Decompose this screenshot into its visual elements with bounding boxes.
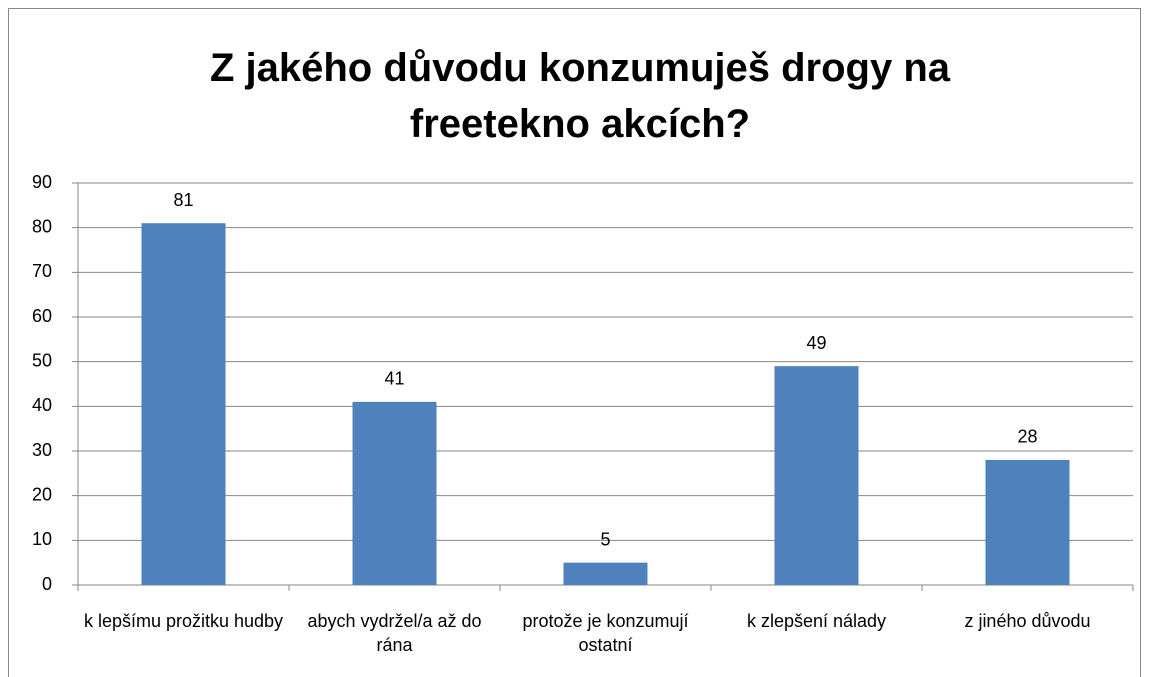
bar [563,562,648,585]
x-tick-label: k zlepšení nálady [746,611,887,631]
value-label: 28 [1017,427,1037,447]
value-label: 49 [806,333,826,353]
value-label: 81 [173,190,193,210]
y-tick-label: 20 [32,484,52,504]
bar [985,459,1070,585]
bar [774,366,859,585]
bar [141,223,226,585]
x-tick-label: k lepšímu prožitku hudby [83,611,284,631]
y-tick-label: 0 [42,574,52,594]
value-label: 5 [600,529,610,549]
y-tick-label: 50 [32,350,52,370]
value-label: 41 [384,369,404,389]
chart-border [8,8,1141,677]
bar [352,401,437,585]
y-tick-label: 40 [32,395,52,415]
chart-title: Z jakého důvodu konzumuješ drogy na free… [209,46,951,146]
x-tick-label: protože je konzumují ostatní [522,611,689,655]
y-tick-label: 10 [32,529,52,549]
y-tick-label: 60 [32,306,52,326]
x-tick-label: abych vydržel/a až do rána [307,611,482,655]
y-tick-label: 70 [32,261,52,281]
x-tick-label: z jiného důvodu [964,611,1091,631]
y-tick-label: 90 [32,172,52,192]
y-tick-label: 80 [32,216,52,236]
y-tick-label: 30 [32,440,52,460]
